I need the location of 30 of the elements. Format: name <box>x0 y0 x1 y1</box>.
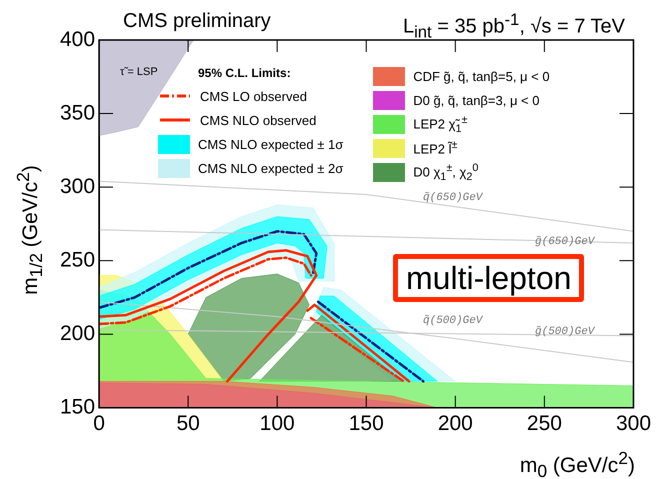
x-tick-label: 50 <box>176 412 200 436</box>
legend-label: CMS NLO expected ± 1σ <box>198 136 344 152</box>
x-tick-label: 100 <box>260 412 295 436</box>
annotation: q̃(500)GeV <box>423 315 482 327</box>
legend-label: CMS NLO observed <box>200 112 316 128</box>
x-tick-label: 200 <box>438 412 473 436</box>
legend-label: CMS LO observed <box>200 88 307 104</box>
x-axis-title: m$_{0}$ (GeV/c$^{2}$) <box>520 448 635 479</box>
x-tick-label: 0 <box>93 412 105 436</box>
annotation: τ̃ = LSP <box>120 66 158 78</box>
x-tick-label: 150 <box>348 412 384 436</box>
y-tick-label: 250 <box>60 248 96 272</box>
chart-title: CMS preliminary <box>123 10 271 33</box>
x-tick-label: 300 <box>616 412 652 436</box>
y-tick-label: 400 <box>60 28 96 51</box>
annotation: multi-lepton <box>393 254 584 302</box>
legend-label: D0 g̃, q̃, tanβ=3, μ < 0 <box>413 92 540 108</box>
legend-label: CMS NLO expected ± 2σ <box>198 160 344 176</box>
legend-label: CDF g̃, q̃, tanβ=5, μ < 0 <box>413 68 550 84</box>
y-tick-label: 350 <box>60 101 96 124</box>
legend-label: LEP2 l̃$^{±}$ <box>413 139 458 157</box>
legend-title: 95% C.L. Limits: <box>197 65 292 82</box>
y-tick-label: 200 <box>60 322 96 346</box>
annotation: g̃(500)GeV <box>535 326 594 338</box>
x-tick-label: 250 <box>526 412 562 436</box>
annotation: g̃(650)GeV <box>535 236 594 248</box>
y-tick-label: 150 <box>60 396 96 419</box>
y-tick-label: 300 <box>60 174 96 198</box>
chart-subtitle: L$_{int}$ = 35 pb$^{-1}$, √s = 7 TeV <box>402 10 625 43</box>
annotation: q̃(650)GeV <box>423 192 482 204</box>
